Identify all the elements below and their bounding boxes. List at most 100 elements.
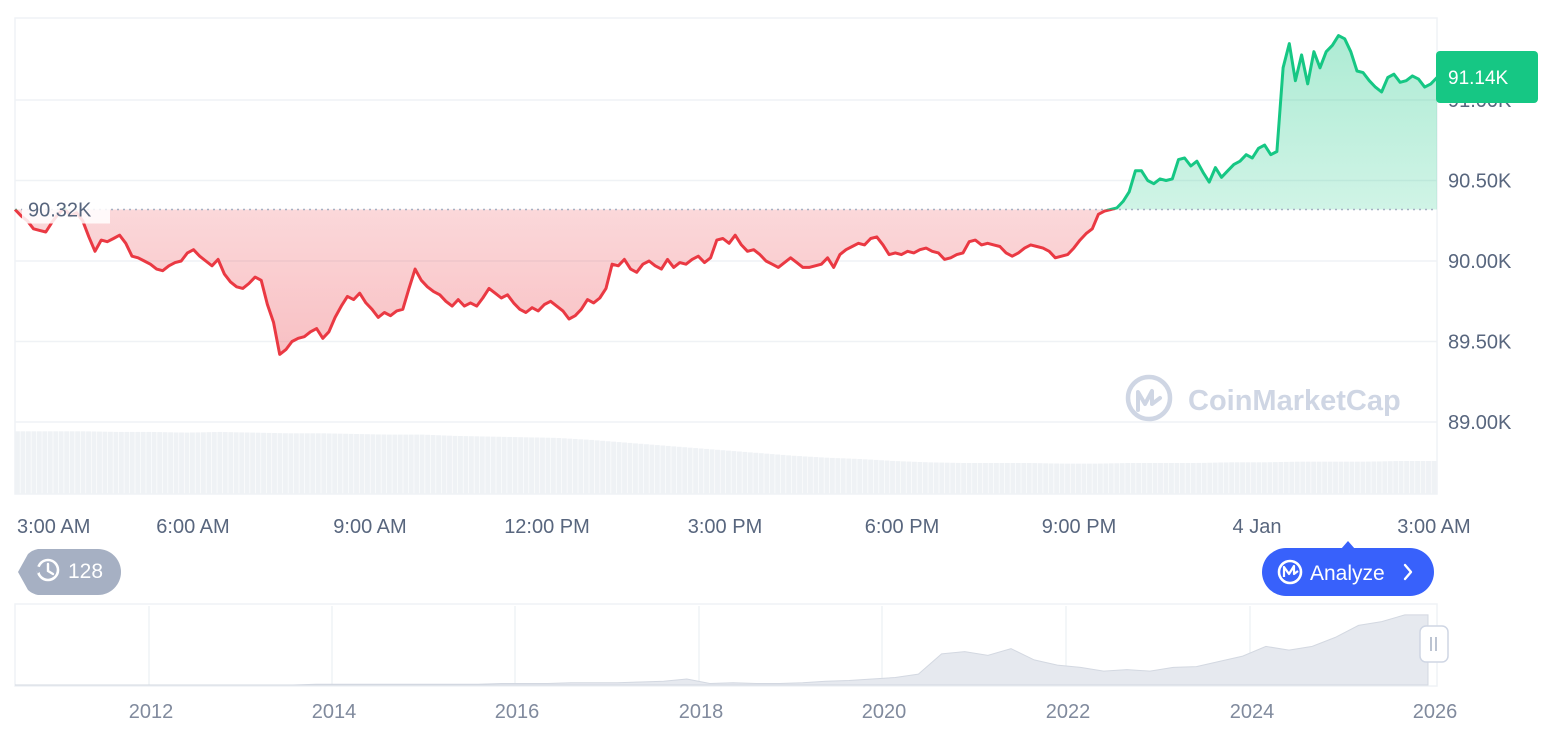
volume-bar <box>665 445 671 494</box>
volume-bar <box>1152 462 1158 494</box>
history-button[interactable]: 128 <box>18 549 121 595</box>
x-tick-label: 3:00 PM <box>688 516 762 538</box>
volume-bar <box>1015 462 1021 494</box>
volume-bar <box>917 462 923 494</box>
volume-bar <box>1081 463 1087 494</box>
volume-bar <box>113 431 119 494</box>
area-above-reference <box>15 35 1437 210</box>
volume-bar <box>939 462 945 494</box>
volume-bar <box>1365 461 1371 494</box>
volume-bar <box>69 431 75 494</box>
volume-bar <box>950 462 956 494</box>
volume-bar <box>184 432 190 494</box>
volume-bar <box>983 462 988 494</box>
volume-bar <box>1278 462 1284 494</box>
volume-bar <box>1196 462 1202 494</box>
volume-bar <box>605 441 611 494</box>
volume-bar <box>168 432 174 494</box>
volume-bar <box>616 442 622 494</box>
volume-bar <box>1229 462 1235 494</box>
volume-bar <box>1190 462 1196 494</box>
volume-bar <box>80 431 86 494</box>
y-tick-label: 90.50K <box>1448 171 1512 193</box>
volume-bar <box>370 434 376 494</box>
volume-bar <box>731 451 737 494</box>
x-tick-label: 6:00 AM <box>156 516 229 538</box>
volume-bar <box>233 432 239 494</box>
volume-bar <box>1136 462 1142 494</box>
volume-bar <box>540 437 545 494</box>
volume-bar <box>911 461 917 494</box>
volume-bar <box>818 457 824 494</box>
volume-bar <box>190 432 195 494</box>
volume-bar <box>1201 462 1207 494</box>
volume-bar <box>496 436 502 494</box>
price-area <box>15 35 1437 355</box>
volume-bar <box>107 431 113 494</box>
navigator-handle[interactable] <box>1419 625 1449 663</box>
volume-bar <box>436 435 441 494</box>
analyze-button[interactable]: Analyze <box>1262 541 1434 596</box>
volume-bar <box>1426 461 1431 494</box>
volume-bar <box>1404 461 1410 494</box>
volume-bar <box>228 432 234 494</box>
x-tick-label: 12:00 PM <box>504 516 590 538</box>
volume-bar <box>813 457 819 494</box>
volume-bar <box>758 453 764 494</box>
chevron-right-icon <box>1403 563 1413 581</box>
navigator[interactable]: 2012 2014 2016 2018 2020 2022 2024 2026 <box>14 603 1457 723</box>
volume-bar <box>879 460 885 494</box>
volume-bar <box>1076 463 1081 494</box>
volume-bar <box>397 434 403 494</box>
navigator-tick-label: 2018 <box>679 701 724 723</box>
volume-bar <box>1021 462 1027 494</box>
volume-bar <box>1207 462 1213 494</box>
volume-bar <box>1431 461 1437 494</box>
volume-bar <box>518 437 524 494</box>
volume-bar <box>966 462 972 494</box>
volume-bars <box>15 431 1437 494</box>
volume-bar <box>124 431 130 494</box>
volume-bar <box>747 452 753 494</box>
volume-bar <box>589 439 595 494</box>
volume-bar <box>458 436 463 494</box>
volume-bar <box>42 431 48 494</box>
volume-bar <box>47 431 53 494</box>
volume-bar <box>299 433 305 494</box>
volume-bar <box>1125 463 1131 494</box>
volume-bar <box>1294 461 1300 494</box>
volume-bar <box>1382 461 1388 494</box>
volume-bar <box>1185 462 1191 494</box>
volume-bar <box>1174 462 1180 494</box>
x-tick-label: 3:00 AM <box>1397 516 1470 538</box>
volume-bar <box>862 459 868 494</box>
volume-bar <box>490 436 496 494</box>
volume-bar <box>200 432 206 494</box>
volume-bar <box>1026 462 1032 494</box>
volume-bar <box>326 433 332 494</box>
volume-bar <box>20 431 26 494</box>
volume-bar <box>1272 462 1278 494</box>
volume-bar <box>162 432 168 494</box>
volume-bar <box>1179 462 1185 494</box>
volume-bar <box>239 432 245 494</box>
volume-bar <box>895 461 901 494</box>
volume-bar <box>261 432 266 494</box>
volume-bar <box>468 436 474 494</box>
volume-bar <box>851 458 857 494</box>
volume-bar <box>1283 461 1289 494</box>
volume-bar <box>1420 461 1426 494</box>
volume-bar <box>507 436 513 494</box>
volume-bar <box>572 438 578 494</box>
volume-bar <box>1300 461 1306 494</box>
volume-bar <box>1261 462 1267 494</box>
volume-bar <box>583 439 589 494</box>
volume-bar <box>829 457 835 494</box>
volume-bar <box>611 441 617 494</box>
volume-bar <box>91 431 97 494</box>
volume-bar <box>1037 463 1043 494</box>
volume-bar <box>753 452 759 494</box>
volume-bar <box>250 432 256 494</box>
volume-bar <box>479 436 485 494</box>
